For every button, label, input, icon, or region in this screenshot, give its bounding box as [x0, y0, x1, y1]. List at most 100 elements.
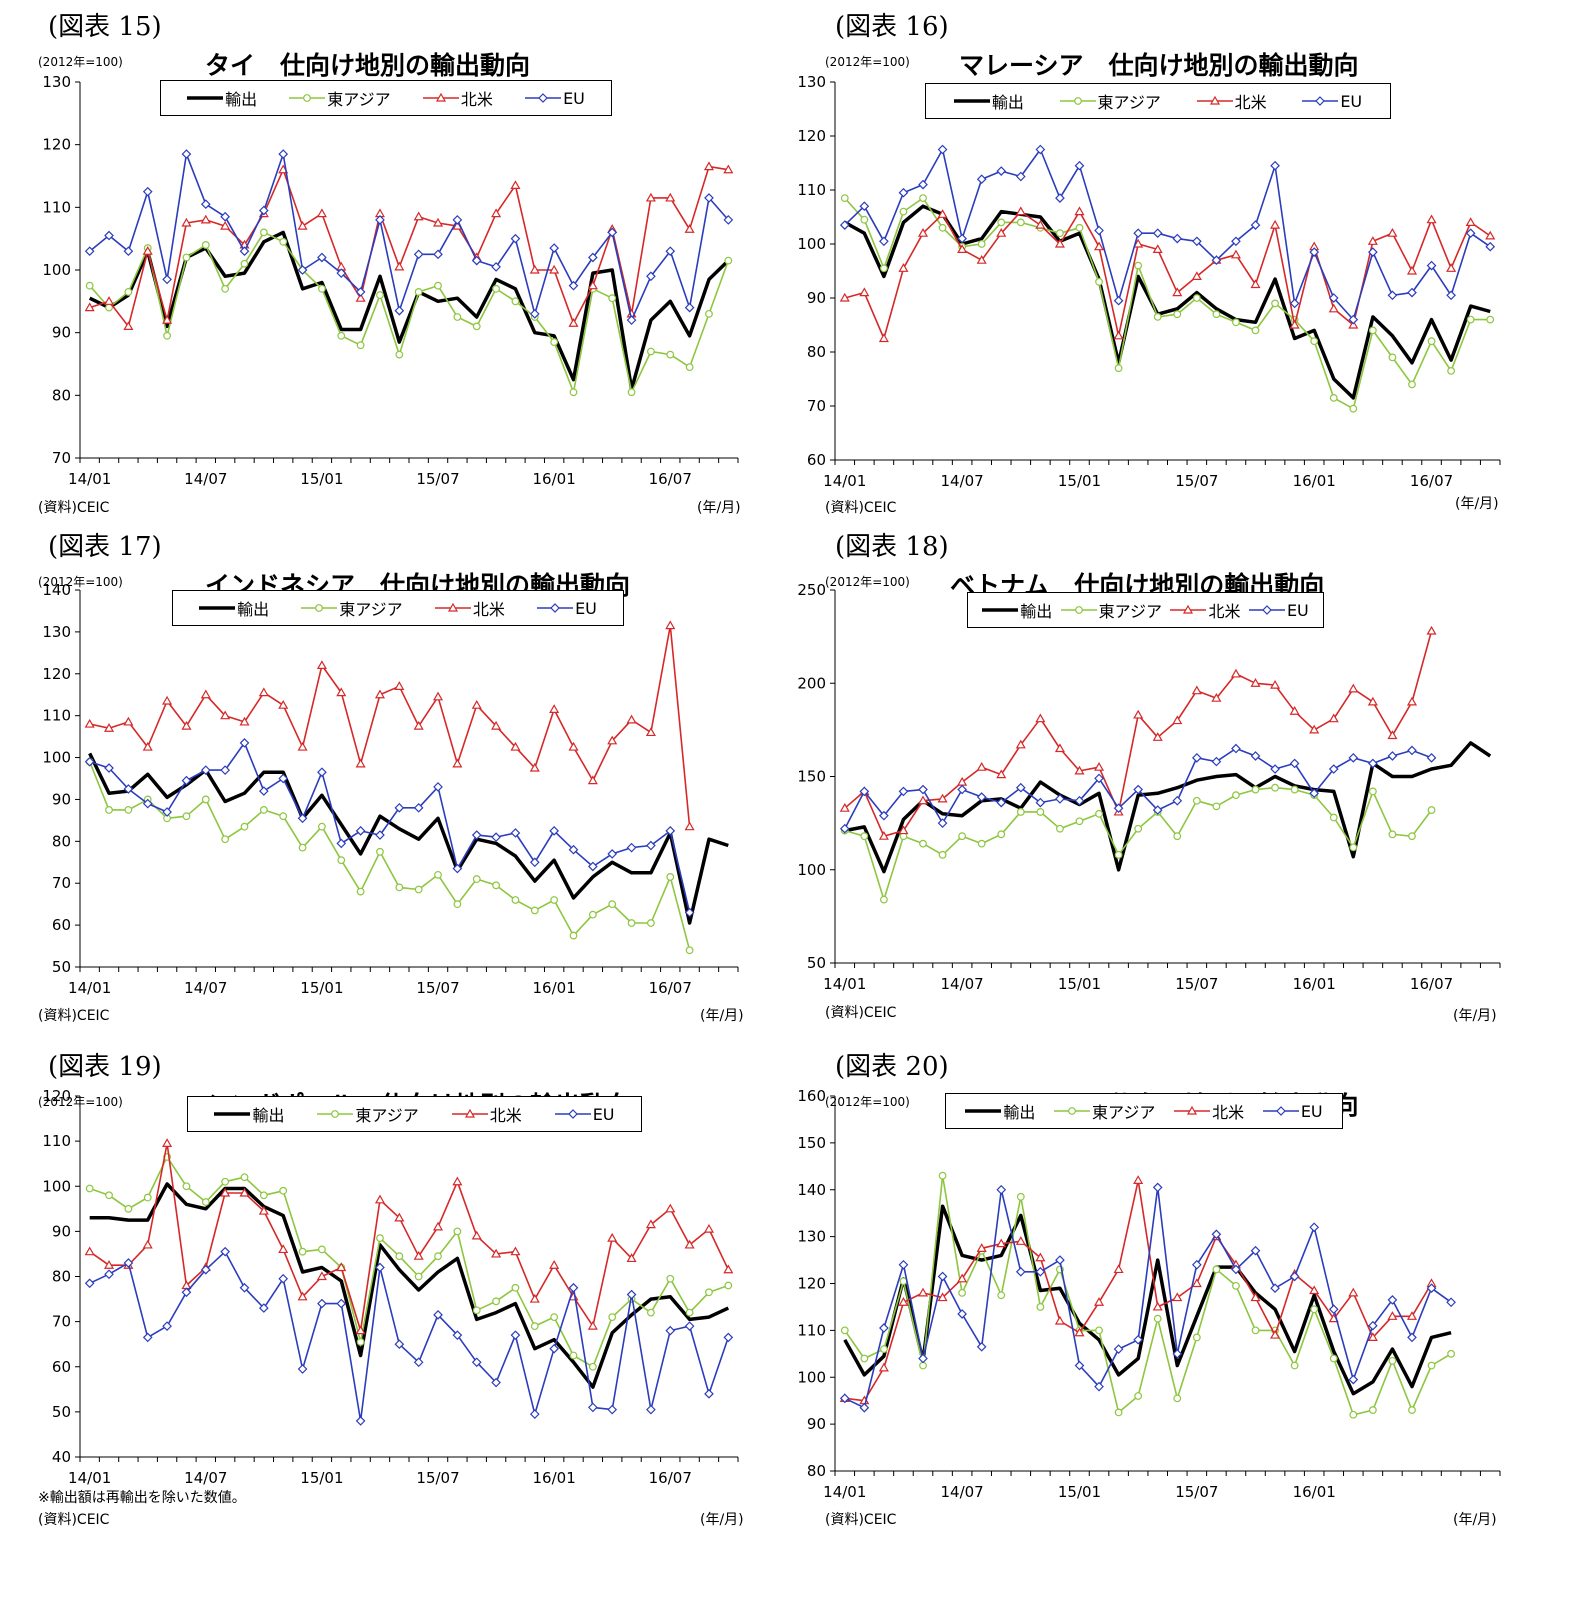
data-point [297, 220, 308, 230]
data-point [318, 284, 326, 293]
data-point [336, 268, 347, 278]
data-point [1113, 803, 1124, 814]
data-point [84, 1278, 95, 1289]
data-point [472, 322, 481, 331]
series-line [88, 230, 730, 391]
legend-item: 北米 [422, 86, 493, 110]
data-point [1056, 824, 1064, 833]
data-point [996, 1184, 1007, 1195]
data-point [587, 280, 598, 290]
data-point [705, 309, 713, 318]
line-chart: 50 100 150 200 250 14/01 14/07 15/01 15/07 16/01 1… [797, 581, 1501, 993]
data-point [1309, 724, 1320, 734]
legend-item: EU [537, 599, 597, 618]
legend-item: EU [525, 89, 585, 108]
legend-label: 北米 [1208, 602, 1241, 621]
legend-swatch [537, 603, 574, 613]
data-point [529, 1293, 540, 1303]
data-point [1231, 1264, 1241, 1275]
data-point [376, 847, 384, 856]
legend-label: 東アジア [327, 90, 391, 109]
series-line [89, 165, 729, 328]
data-point [1388, 830, 1397, 839]
data-point [317, 767, 327, 778]
data-point [859, 201, 870, 212]
data-point [356, 341, 365, 350]
data-point [374, 689, 386, 699]
data-point [1446, 290, 1456, 301]
data-point [1172, 233, 1183, 244]
y-tick-label: 150 [797, 1134, 826, 1152]
data-point [317, 1298, 327, 1309]
data-point [220, 1187, 231, 1197]
series-line [89, 1250, 730, 1422]
data-point [1349, 1410, 1358, 1419]
data-point [878, 830, 889, 840]
data-point [1250, 220, 1261, 230]
figure-label: (図表 20) [835, 1052, 949, 1082]
data-point [279, 812, 288, 821]
data-point [510, 233, 521, 244]
data-point [1094, 761, 1105, 771]
data-point [1113, 330, 1124, 340]
series-3 [839, 1182, 1456, 1413]
data-point [510, 180, 521, 189]
data-point [259, 786, 269, 796]
legend-label: 北米 [1212, 1103, 1245, 1122]
data-point [665, 192, 676, 202]
data-point [182, 253, 191, 262]
data-point [336, 687, 347, 697]
data-point [432, 217, 444, 227]
series-line [89, 231, 730, 394]
data-point [1211, 1229, 1222, 1240]
data-point [434, 870, 442, 879]
y-tick-label: 250 [797, 581, 826, 599]
x-axis-unit: (年/月) [1455, 496, 1499, 512]
data-point [376, 291, 384, 299]
data-point [1133, 709, 1144, 719]
data-point [316, 1271, 327, 1281]
data-point [957, 233, 967, 244]
x-tick-label: 15/01 [300, 1469, 343, 1487]
data-point [1309, 1285, 1320, 1295]
data-point [938, 850, 947, 859]
source-label: (資料)CEIC [38, 500, 110, 516]
legend-swatch [953, 99, 990, 103]
data-point [626, 714, 637, 724]
data-point [278, 1273, 289, 1284]
data-point [142, 186, 153, 197]
data-point [316, 208, 327, 218]
data-point [1153, 313, 1162, 321]
data-point [1212, 310, 1221, 319]
data-point [142, 798, 153, 809]
data-point [1212, 802, 1221, 811]
data-point [1133, 228, 1144, 239]
data-point [510, 1330, 521, 1341]
data-point [626, 842, 637, 853]
data-point [259, 205, 269, 216]
data-point [588, 1402, 598, 1413]
data-point [1212, 1265, 1221, 1274]
data-point [569, 388, 578, 397]
legend-label: 輸出 [225, 90, 258, 109]
data-point [181, 775, 192, 786]
data-point [937, 209, 948, 218]
figure-label: (図表 17) [48, 532, 162, 562]
data-point [394, 1212, 405, 1222]
data-point [394, 802, 405, 813]
x-tick-label: 16/07 [1410, 975, 1453, 993]
data-point [432, 1221, 444, 1231]
series-0 [844, 741, 1492, 874]
data-point [1289, 706, 1300, 715]
x-tick-label: 16/01 [1293, 1483, 1336, 1501]
data-point [627, 388, 636, 397]
data-point [1211, 756, 1222, 767]
legend-swatch [434, 602, 471, 612]
data-point [123, 716, 134, 726]
legend-swatch [1262, 1106, 1299, 1116]
x-axis-unit: (年/月) [1453, 1008, 1497, 1024]
data-point [1211, 692, 1222, 702]
data-point [84, 1246, 95, 1256]
data-point [297, 741, 308, 751]
data-point [529, 762, 540, 772]
